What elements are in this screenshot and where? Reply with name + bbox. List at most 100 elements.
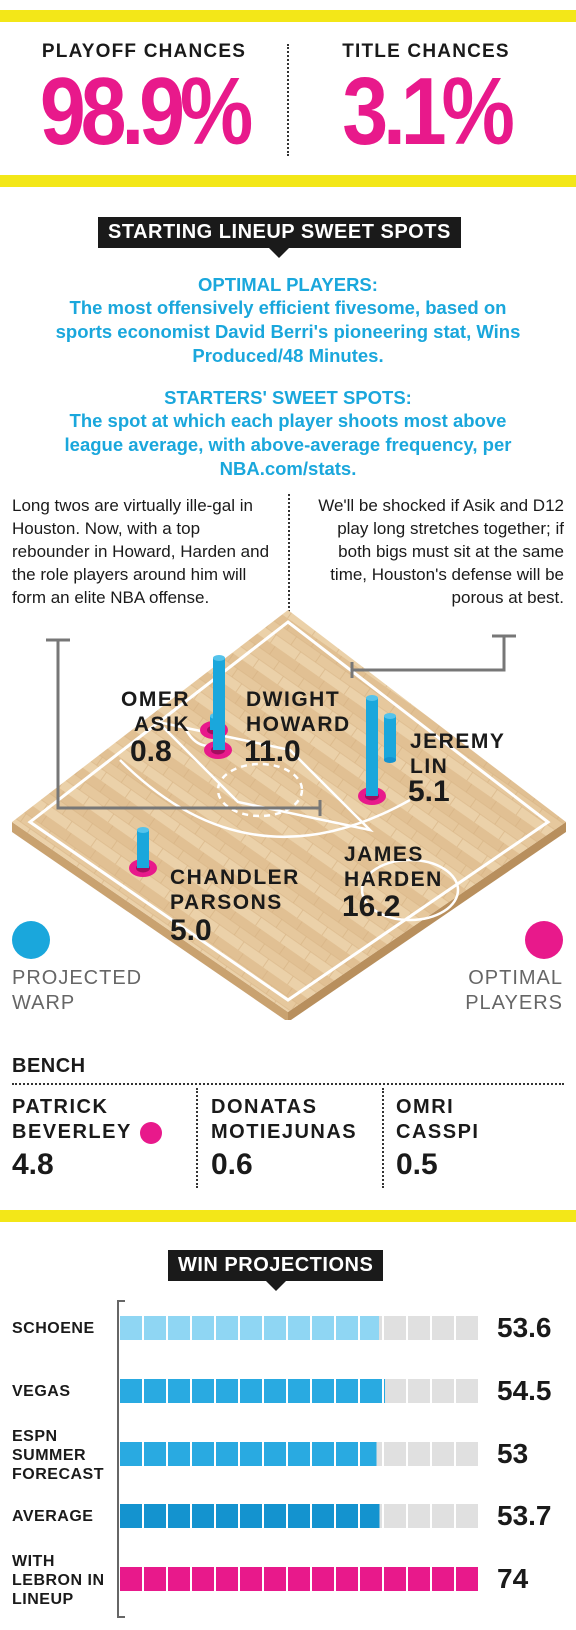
bench-beverley-name: PATRICK BEVERLEY bbox=[12, 1095, 132, 1145]
playoff-chances-value: 98.9% bbox=[39, 58, 253, 165]
proj-bar-segment bbox=[312, 1379, 334, 1403]
proj-bar-segment bbox=[216, 1316, 238, 1340]
proj-label-espn: ESPN SUMMER FORECAST bbox=[12, 1428, 104, 1483]
note-left: Long twos are virtually ille-gal in Hous… bbox=[12, 496, 270, 607]
proj-bar-segment bbox=[336, 1442, 358, 1466]
note-right: We'll be shocked if Asik and D12 play lo… bbox=[318, 496, 564, 607]
optimal-legend-dot-icon bbox=[525, 921, 563, 959]
optimal-title: OPTIMAL PLAYERS: bbox=[198, 274, 378, 295]
proj-bar-lebron bbox=[120, 1567, 480, 1591]
optimal-legend-label: OPTIMAL PLAYERS bbox=[420, 966, 563, 1016]
player-howard-warp: 11.0 bbox=[244, 735, 301, 768]
title-chances-label: TITLE CHANCES bbox=[342, 41, 510, 62]
proj-label-schoene: SCHOENE bbox=[12, 1320, 95, 1337]
bench-casspi-last: CASSPI bbox=[396, 1121, 480, 1143]
player-marker-howard bbox=[204, 655, 232, 759]
bench-rule bbox=[12, 1083, 564, 1085]
proj-bar-segment bbox=[120, 1442, 142, 1466]
proj-bar-segment bbox=[384, 1504, 406, 1528]
proj-value-vegas: 54.5 bbox=[497, 1375, 552, 1406]
bench-beverley-last: BEVERLEY bbox=[12, 1121, 132, 1143]
proj-bar-segment bbox=[456, 1316, 478, 1340]
proj-bar-segment bbox=[240, 1504, 262, 1528]
player-parsons-name: CHANDLER PARSONS bbox=[170, 865, 300, 915]
proj-bar-segment bbox=[288, 1504, 310, 1528]
proj-label-lebron: WITH LEBRON IN LINEUP bbox=[12, 1553, 105, 1608]
proj-bar-segment bbox=[456, 1504, 478, 1528]
proj-bar-segment bbox=[168, 1504, 190, 1528]
player-lin-name: JEREMY LIN bbox=[410, 729, 505, 779]
proj-bar-segment bbox=[432, 1442, 454, 1466]
lineup-heading: STARTING LINEUP SWEET SPOTS bbox=[98, 217, 461, 258]
player-marker-harden bbox=[358, 695, 386, 805]
bench-divider-2 bbox=[382, 1088, 384, 1188]
proj-bar-segment bbox=[336, 1379, 358, 1403]
proj-bar-segment bbox=[192, 1567, 214, 1591]
bench-beverley-optimal-icon bbox=[140, 1122, 162, 1144]
court-floor-edge-right bbox=[288, 822, 566, 1020]
player-howard-last: HOWARD bbox=[246, 713, 351, 736]
proj-bar-segment bbox=[360, 1442, 382, 1466]
proj-bar-segment bbox=[408, 1316, 430, 1340]
player-lin-last: LIN bbox=[410, 755, 449, 778]
proj-bar-segment bbox=[456, 1567, 478, 1591]
player-lin-first: JEREMY bbox=[410, 730, 506, 753]
player-howard-first: DWIGHT bbox=[246, 688, 341, 711]
proj-bar-segment bbox=[192, 1316, 214, 1340]
proj-bar-segment bbox=[120, 1504, 142, 1528]
proj-bar-segment bbox=[336, 1504, 358, 1528]
proj-bar-segment bbox=[192, 1379, 214, 1403]
proj-bar-segment bbox=[216, 1379, 238, 1403]
player-parsons-first: CHANDLER bbox=[170, 866, 300, 889]
proj-bar-segment bbox=[384, 1316, 406, 1340]
proj-bar-segment bbox=[432, 1567, 454, 1591]
bench-beverley-first: PATRICK bbox=[12, 1096, 109, 1118]
proj-bar-segment bbox=[384, 1567, 406, 1591]
notes-divider bbox=[288, 494, 290, 612]
bench-motiejunas-warp: 0.6 bbox=[211, 1148, 253, 1181]
proj-bar-segment bbox=[264, 1316, 286, 1340]
bench-casspi-first: OMRI bbox=[396, 1096, 455, 1118]
bench-motiejunas-first: DONATAS bbox=[211, 1096, 318, 1118]
proj-bar-segment bbox=[192, 1504, 214, 1528]
proj-bar-segment bbox=[240, 1567, 262, 1591]
court-floor-edge bbox=[12, 822, 288, 1020]
proj-bar-segment bbox=[264, 1442, 286, 1466]
optimal-legend-l2: PLAYERS bbox=[465, 992, 563, 1014]
proj-bar-segment bbox=[144, 1379, 166, 1403]
court-floor bbox=[12, 610, 566, 1012]
proj-bar-segment bbox=[120, 1379, 142, 1403]
player-harden-last: HARDEN bbox=[344, 868, 443, 891]
proj-bar-segment bbox=[312, 1567, 334, 1591]
bench-heading: BENCH bbox=[12, 1055, 86, 1077]
proj-bar-segment bbox=[288, 1316, 310, 1340]
proj-bar-segment bbox=[312, 1442, 334, 1466]
proj-bar-schoene bbox=[120, 1316, 480, 1340]
player-harden-first: JAMES bbox=[344, 843, 424, 866]
proj-bar-segment bbox=[192, 1442, 214, 1466]
heading-pointer-icon bbox=[269, 248, 290, 258]
proj-bar-segment bbox=[288, 1567, 310, 1591]
warp-legend-dot-icon bbox=[12, 921, 50, 959]
proj-value-lebron: 74 bbox=[497, 1563, 529, 1594]
proj-bar-segment bbox=[288, 1379, 310, 1403]
warp-legend-label: PROJECTED WARP bbox=[12, 966, 142, 1016]
proj-value-schoene: 53.6 bbox=[497, 1312, 552, 1343]
warp-legend-l1: PROJECTED bbox=[12, 967, 143, 989]
player-asik-last: ASIK bbox=[133, 713, 190, 736]
proj-bar-segment bbox=[240, 1379, 262, 1403]
proj-value-espn: 53 bbox=[497, 1438, 529, 1469]
proj-bar-segment bbox=[408, 1504, 430, 1528]
proj-bar-segment bbox=[360, 1504, 382, 1528]
proj-bar-segment bbox=[264, 1379, 286, 1403]
proj-bar-segment bbox=[216, 1567, 238, 1591]
proj-label-average: AVERAGE bbox=[12, 1508, 94, 1525]
proj-bar-vegas bbox=[120, 1379, 480, 1403]
proj-bar-segment bbox=[384, 1442, 406, 1466]
bench-motiejunas-name: DONATAS MOTIEJUNAS bbox=[211, 1095, 357, 1145]
proj-bar-segment bbox=[144, 1567, 166, 1591]
left-note-leader bbox=[56, 640, 320, 810]
proj-bar-average bbox=[120, 1504, 480, 1528]
player-harden-name: JAMES HARDEN bbox=[344, 842, 443, 892]
sweet-spots-description: The spot at which each player shoots mos… bbox=[64, 410, 512, 479]
